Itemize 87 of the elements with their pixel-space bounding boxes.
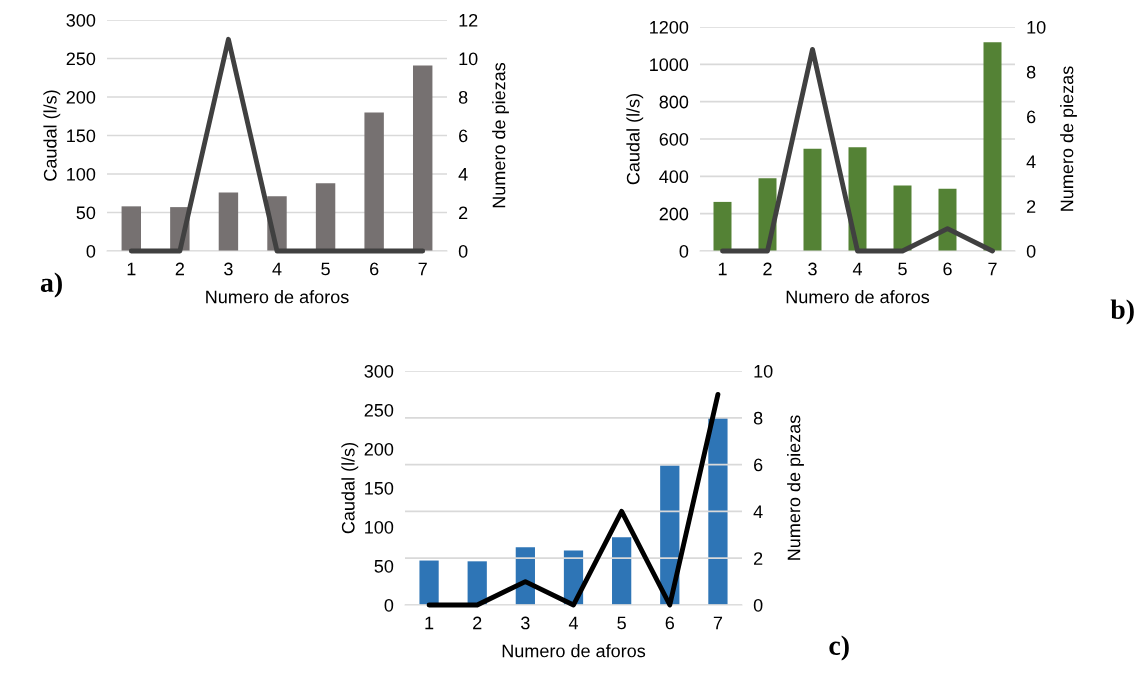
bar <box>803 148 822 251</box>
y2-tick-label: 10 <box>1027 20 1046 34</box>
y2-tick-label: 2 <box>1027 200 1036 213</box>
text: c) <box>829 635 849 661</box>
text: a) <box>40 272 62 298</box>
y-tick-label: 1000 <box>650 58 689 72</box>
y-tick-label: 200 <box>659 207 689 221</box>
bar <box>893 185 912 251</box>
line-series <box>426 391 721 608</box>
y-tick-label: 0 <box>384 598 394 612</box>
x-tick-label: 5 <box>617 616 626 630</box>
y2-axis-title: Numero de piezas <box>492 62 509 208</box>
x-tick-label: 3 <box>224 262 233 276</box>
y-tick-label: 250 <box>66 52 96 66</box>
y-tick-label: 0 <box>86 244 96 258</box>
bar <box>467 561 487 605</box>
y2-tick-label: 8 <box>1026 65 1036 79</box>
x-tick-label: 1 <box>425 616 434 630</box>
y-tick-label: 150 <box>365 481 394 495</box>
y2-axis-title: Numero de piezas <box>787 415 804 560</box>
y-tick-label: 600 <box>659 132 689 146</box>
bar <box>364 112 384 251</box>
x-tick-label: 7 <box>713 616 723 630</box>
y2-tick-label: 4 <box>753 505 763 518</box>
y2-tick-label: 10 <box>754 364 773 378</box>
y-tick-label: 800 <box>659 95 689 109</box>
y-tick-label: 50 <box>76 206 96 220</box>
bar <box>419 560 439 605</box>
y2-axis-title: Numero de piezas <box>1060 66 1077 211</box>
y-tick-label: 1200 <box>650 20 689 34</box>
y2-tick-label: 6 <box>459 129 468 143</box>
y-axis-title: Caudal (l/s) <box>341 442 359 534</box>
y-tick-label: 200 <box>66 90 96 104</box>
x-tick-label: 4 <box>272 262 282 276</box>
y-tick-label: 300 <box>364 364 394 378</box>
x-tick-label: 3 <box>808 262 817 276</box>
y2-tick-label: 0 <box>753 598 763 612</box>
x-tick-label: 5 <box>898 262 907 276</box>
x-axis-title: Numero de aforos <box>206 290 349 304</box>
y-tick-label: 100 <box>67 167 96 181</box>
y2-tick-label: 0 <box>458 244 468 258</box>
x-tick-label: 1 <box>127 262 136 276</box>
x-tick-label: 7 <box>988 262 997 276</box>
y-axis-title: Caudal (l/s) <box>626 93 644 185</box>
x-tick-label: 6 <box>665 616 675 630</box>
bar <box>413 65 433 251</box>
x-tick-label: 5 <box>321 262 330 276</box>
x-tick-label: 7 <box>418 262 427 276</box>
y2-tick-label: 10 <box>459 52 478 66</box>
y2-tick-label: 8 <box>753 411 763 425</box>
y2-tick-label: 2 <box>754 552 763 565</box>
bar <box>983 42 1002 251</box>
x-tick-label: 4 <box>568 616 578 630</box>
y2-tick-label: 4 <box>1026 155 1036 168</box>
bar <box>713 201 732 251</box>
bar <box>121 206 141 251</box>
x-tick-label: 6 <box>943 262 952 276</box>
y-tick-label: 50 <box>374 559 394 573</box>
y2-tick-label: 8 <box>458 90 468 104</box>
bar <box>315 183 336 251</box>
x-tick-label: 2 <box>763 262 772 276</box>
y2-tick-label: 4 <box>458 168 468 181</box>
y2-tick-label: 6 <box>754 458 763 472</box>
bar <box>612 537 632 605</box>
x-tick-label: 1 <box>718 262 727 276</box>
y2-tick-label: 6 <box>1027 110 1036 124</box>
bar <box>218 192 239 251</box>
x-tick-label: 3 <box>521 616 530 630</box>
y-tick-label: 400 <box>659 170 689 184</box>
x-axis-title: Numero de aforos <box>502 644 646 658</box>
y-tick-label: 0 <box>679 244 689 258</box>
x-axis-title: Numero de aforos <box>786 290 930 304</box>
y-axis-title: Caudal (l/s) <box>43 90 61 181</box>
y-tick-label: 200 <box>364 442 394 456</box>
x-tick-label: 2 <box>473 616 482 630</box>
text: b) <box>1110 299 1134 325</box>
x-tick-label: 6 <box>370 262 379 276</box>
y-tick-label: 300 <box>66 13 96 27</box>
x-tick-label: 4 <box>852 262 862 276</box>
x-tick-label: 2 <box>175 262 184 276</box>
y-tick-label: 150 <box>67 129 96 143</box>
y-tick-label: 250 <box>364 403 394 417</box>
y2-tick-label: 2 <box>459 206 468 220</box>
y-tick-label: 100 <box>365 520 394 534</box>
y2-tick-label: 12 <box>459 13 478 27</box>
y2-tick-label: 0 <box>1026 244 1036 258</box>
bar <box>708 417 728 605</box>
